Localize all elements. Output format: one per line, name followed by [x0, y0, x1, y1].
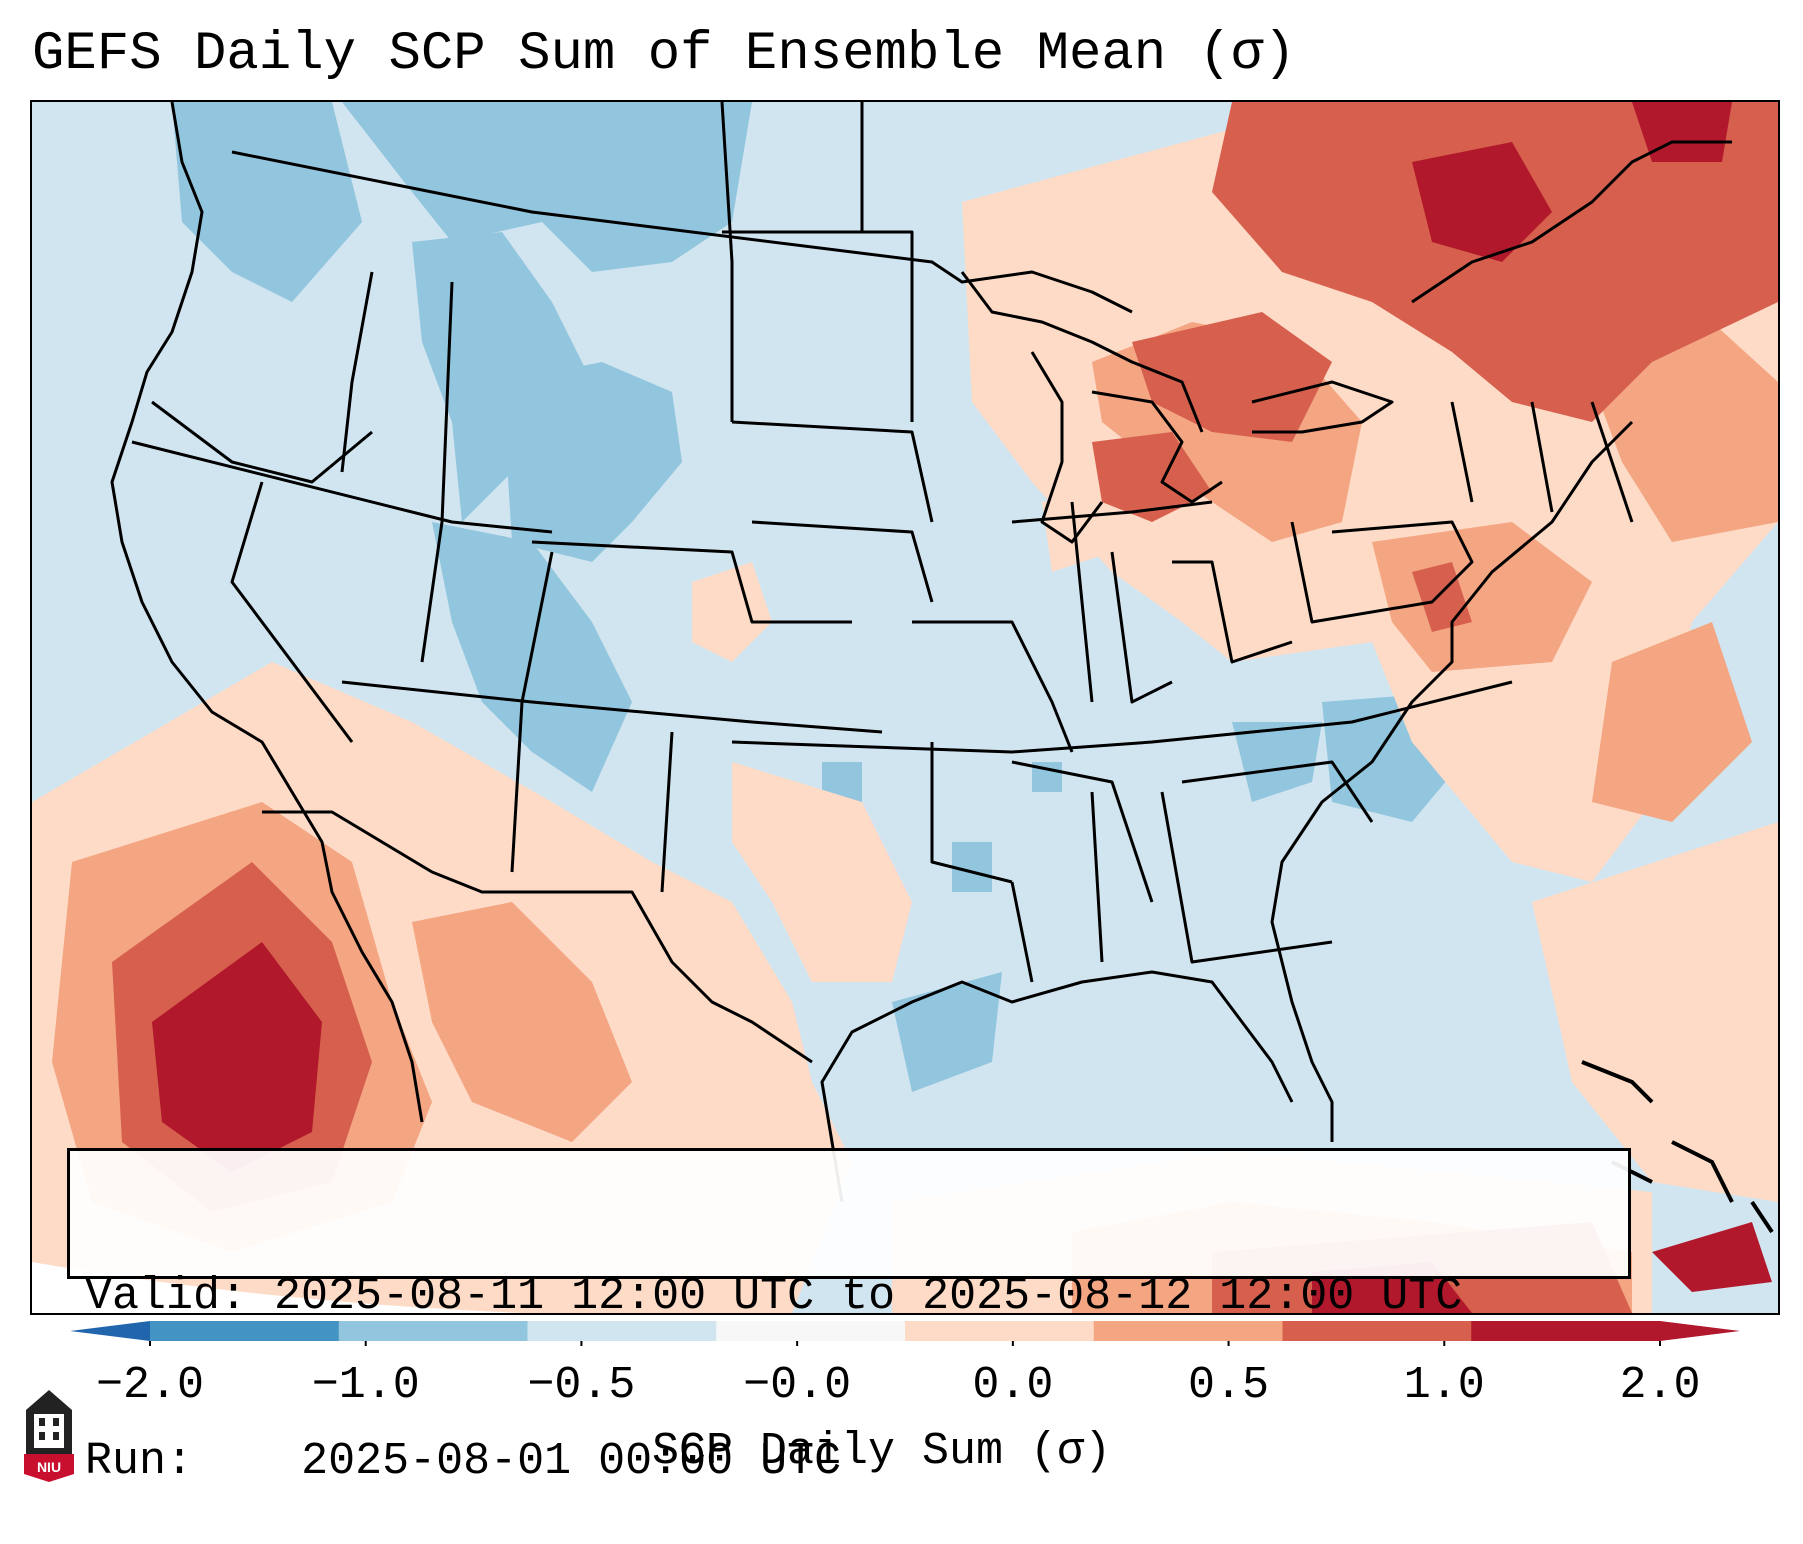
colorbar-bin — [905, 1321, 1095, 1341]
colorbar-tick-label: −2.0 — [95, 1360, 205, 1411]
colorbar-tick-label: 2.0 — [1619, 1360, 1701, 1411]
valid-line: Valid: 2025-08-11 12:00 UTC to 2025-08-1… — [85, 1269, 1628, 1324]
colorbar-over-arrow — [1660, 1321, 1740, 1341]
colorbar-bin — [338, 1321, 528, 1341]
negative-anomaly-regions — [172, 102, 1462, 1092]
validity-info-box: Valid: 2025-08-11 12:00 UTC to 2025-08-1… — [67, 1148, 1631, 1487]
very-strong-positive-anomaly-regions — [152, 102, 1772, 1313]
colorbar-ticks — [149, 1341, 1661, 1346]
colorbar-bin — [150, 1321, 340, 1341]
colorbar-bins — [150, 1321, 1661, 1341]
colorbar-tick-label: −1.0 — [311, 1360, 420, 1411]
colorbar-label: SCP Daily Sum (σ) — [652, 1426, 1112, 1477]
colorbar-bin — [1471, 1321, 1661, 1341]
projection-edge — [32, 1262, 932, 1313]
colorbar-bin — [527, 1321, 717, 1341]
run-label: Run: — [85, 1436, 194, 1487]
map-title: GEFS Daily SCP Sum of Ensemble Mean (σ) — [32, 24, 1296, 85]
valid-value: 2025-08-11 12:00 UTC to 2025-08-12 12:00… — [274, 1271, 1463, 1322]
colorbar-tick-label: −0.0 — [743, 1360, 852, 1411]
colorbar-bin — [1093, 1321, 1283, 1341]
state-borders — [110, 102, 1732, 1203]
colorbar — [70, 1321, 1740, 1346]
valid-label: Valid: — [85, 1271, 248, 1322]
map-panel — [30, 100, 1780, 1315]
run-value: 2025-08-01 00:00 UTC — [301, 1436, 842, 1487]
colorbar-tick-label: −0.5 — [527, 1360, 636, 1411]
colorbar-bin — [1282, 1321, 1472, 1341]
run-line: Run: 2025-08-01 00:00 UTC — [85, 1434, 1628, 1489]
niu-logo: NIU — [20, 1388, 78, 1484]
scp-field-map — [32, 102, 1778, 1313]
colorbar-under-arrow — [70, 1321, 150, 1341]
colorbar-tick-label: 1.0 — [1403, 1360, 1485, 1411]
logo-text: NIU — [37, 1459, 61, 1475]
colorbar-bin — [716, 1321, 906, 1341]
colorbar-tick-label: 0.5 — [1188, 1360, 1270, 1411]
colorbar-tick-label: 0.0 — [972, 1360, 1054, 1411]
